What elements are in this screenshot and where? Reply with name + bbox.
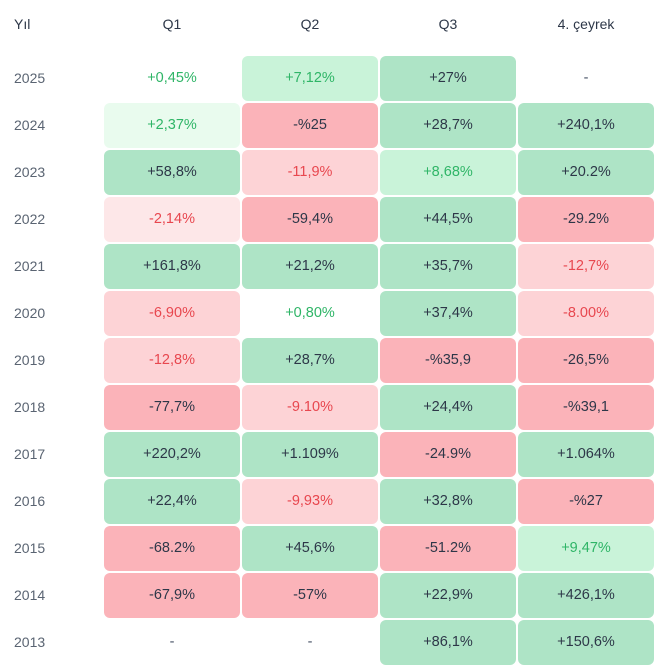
return-cell: -9.10% xyxy=(242,385,378,430)
header-year: Yıl xyxy=(14,16,31,32)
return-cell: +1.064% xyxy=(518,432,654,477)
return-cell: -%25 xyxy=(242,103,378,148)
header-q4: 4. çeyrek xyxy=(557,16,615,32)
year-label: 2020 xyxy=(14,305,46,321)
return-cell: +37,4% xyxy=(380,291,516,336)
year-label: 2019 xyxy=(14,352,46,368)
return-cell: -29.2% xyxy=(518,197,654,242)
return-cell: +0,80% xyxy=(285,305,335,321)
return-cell: +28,7% xyxy=(242,338,378,383)
return-cell: -9,93% xyxy=(242,479,378,524)
return-cell: -%35,9 xyxy=(380,338,516,383)
return-cell: -6,90% xyxy=(104,291,240,336)
return-cell: +22,4% xyxy=(104,479,240,524)
year-label: 2024 xyxy=(14,117,46,133)
year-label: 2025 xyxy=(14,70,46,86)
return-cell: +45,6% xyxy=(242,526,378,571)
return-cell: -%27 xyxy=(518,479,654,524)
return-cell: +0,45% xyxy=(147,70,197,86)
return-cell: +161,8% xyxy=(104,244,240,289)
return-cell: - xyxy=(307,634,313,650)
return-cell: -24.9% xyxy=(380,432,516,477)
return-cell: +240,1% xyxy=(518,103,654,148)
return-cell: - xyxy=(583,70,589,86)
year-label: 2022 xyxy=(14,211,46,227)
return-cell: -57% xyxy=(242,573,378,618)
year-label: 2023 xyxy=(14,164,46,180)
return-cell: +58,8% xyxy=(104,150,240,195)
return-cell: -8.00% xyxy=(518,291,654,336)
return-cell: +27% xyxy=(380,56,516,101)
year-label: 2015 xyxy=(14,540,46,556)
return-cell: +150,6% xyxy=(518,620,654,665)
return-cell: +32,8% xyxy=(380,479,516,524)
return-cell: +8,68% xyxy=(380,150,516,195)
return-cell: -2,14% xyxy=(104,197,240,242)
return-cell: +220,2% xyxy=(104,432,240,477)
return-cell: +7,12% xyxy=(242,56,378,101)
return-cell: -11,9% xyxy=(242,150,378,195)
return-cell: +22,9% xyxy=(380,573,516,618)
return-cell: -12,7% xyxy=(518,244,654,289)
return-cell: +21,2% xyxy=(242,244,378,289)
return-cell: +35,7% xyxy=(380,244,516,289)
return-cell: -68.2% xyxy=(104,526,240,571)
year-label: 2021 xyxy=(14,258,46,274)
return-cell: +1.109% xyxy=(242,432,378,477)
return-cell: +20.2% xyxy=(518,150,654,195)
return-cell: -51.2% xyxy=(380,526,516,571)
return-cell: +426,1% xyxy=(518,573,654,618)
return-cell: +24,4% xyxy=(380,385,516,430)
header-q1: Q1 xyxy=(162,16,182,32)
return-cell: -67,9% xyxy=(104,573,240,618)
year-label: 2014 xyxy=(14,587,46,603)
return-cell: +28,7% xyxy=(380,103,516,148)
return-cell: -26,5% xyxy=(518,338,654,383)
return-cell: -59,4% xyxy=(242,197,378,242)
return-cell: +9,47% xyxy=(518,526,654,571)
return-cell: +2,37% xyxy=(104,103,240,148)
year-label: 2018 xyxy=(14,399,46,415)
return-cell: +86,1% xyxy=(380,620,516,665)
header-q3: Q3 xyxy=(438,16,458,32)
return-cell: -12,8% xyxy=(104,338,240,383)
return-cell: -%39,1 xyxy=(518,385,654,430)
year-label: 2016 xyxy=(14,493,46,509)
year-label: 2013 xyxy=(14,634,46,650)
return-cell: -77,7% xyxy=(104,385,240,430)
header-q2: Q2 xyxy=(300,16,320,32)
year-label: 2017 xyxy=(14,446,46,462)
return-cell: +44,5% xyxy=(380,197,516,242)
return-cell: - xyxy=(169,634,175,650)
